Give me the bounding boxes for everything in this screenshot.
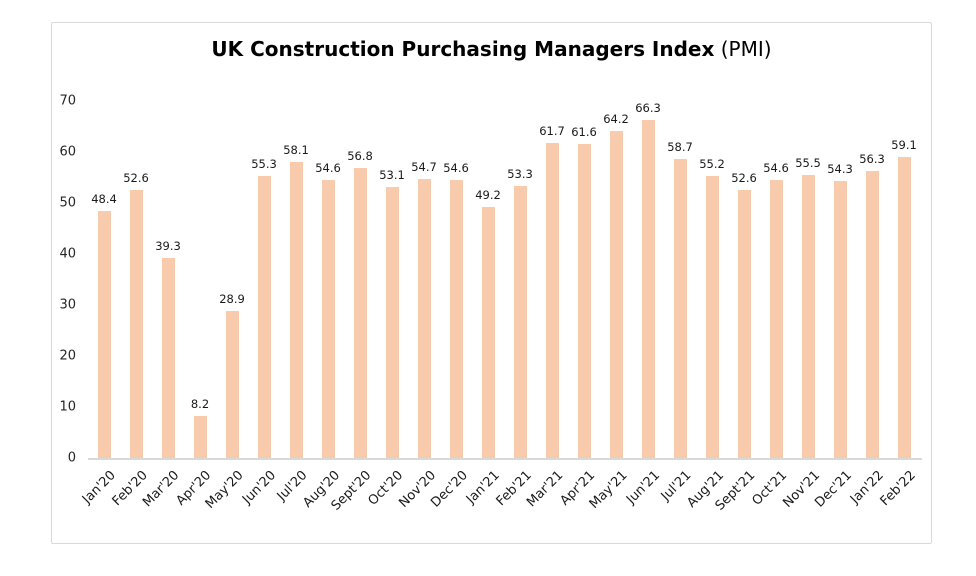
bar-slot: 48.4 Jan'20	[80, 101, 120, 507]
bar-slot: 66.3 Jun'21	[623, 101, 664, 507]
bar	[129, 190, 143, 458]
bar-slot: 53.1 Oct'20	[366, 101, 408, 509]
bar-slot: 58.7 Jul'21	[659, 101, 696, 504]
bar-value-label: 59.1	[891, 138, 917, 152]
y-axis-tick-label: 50	[59, 195, 76, 211]
bar-slot: 59.1 Feb'22	[877, 101, 920, 509]
bar-value-label: 8.2	[190, 397, 210, 411]
bar-series: 48.4 Jan'20 52.6 Feb'20 39.3 Mar'20 8.2 Apr'20 2…	[80, 101, 920, 514]
bar-value-label: 56.8	[347, 149, 373, 163]
y-axis: 0 10 20 30 40 50 60 70	[52, 23, 82, 545]
bar-value-label: 54.6	[763, 161, 789, 175]
bar	[673, 159, 687, 458]
bar-slot: 61.7 Mar'21	[524, 101, 568, 510]
x-axis-tick-label: Feb'22	[877, 468, 919, 510]
bar-slot: 58.1 Jul'20	[275, 101, 312, 504]
bar	[225, 311, 239, 458]
bar	[801, 175, 815, 458]
bar	[257, 176, 271, 458]
bar-value-label: 54.6	[443, 161, 469, 175]
bar-value-label: 52.6	[731, 171, 757, 185]
bar	[417, 179, 431, 458]
bar-value-label: 49.2	[475, 188, 501, 202]
bar-slot: 56.3 Jan'22	[848, 101, 888, 507]
y-axis-tick-label: 40	[59, 246, 76, 262]
bar-slot: 49.2 Jan'21	[464, 101, 504, 507]
bar-value-label: 61.6	[571, 125, 597, 139]
bar-slot: 54.7 Nov'20	[396, 101, 440, 511]
bar-slot: 54.6 Oct'21	[750, 101, 792, 509]
bar	[481, 207, 495, 458]
chart-title: UK Construction Purchasing Managers Inde…	[52, 37, 931, 61]
bar	[161, 258, 175, 458]
bar	[513, 186, 527, 458]
bar	[833, 181, 847, 458]
x-axis-tick-label: Jun'21	[623, 468, 663, 508]
bar	[193, 416, 207, 458]
bar-slot: 53.3 Feb'21	[493, 101, 536, 509]
bar-value-label: 53.1	[379, 168, 405, 182]
bar-value-label: 55.5	[795, 156, 821, 170]
bar	[97, 211, 111, 458]
bar	[705, 176, 719, 458]
bar	[577, 144, 591, 458]
bar	[897, 157, 911, 458]
y-axis-tick-label: 60	[59, 144, 76, 160]
bar-slot: 54.3 Dec'21	[812, 101, 856, 511]
bar-value-label: 28.9	[219, 292, 245, 306]
bar-value-label: 64.2	[603, 112, 629, 126]
bar-value-label: 56.3	[859, 152, 885, 166]
bar	[385, 187, 399, 458]
bar	[449, 180, 463, 458]
bar	[865, 171, 879, 458]
bar-value-label: 55.2	[699, 157, 725, 171]
bar-slot: 55.2 Aug'21	[684, 101, 728, 511]
bar	[737, 190, 751, 458]
bar-slot: 54.6 Dec'20	[428, 101, 472, 511]
plot-area: 48.4 Jan'20 52.6 Feb'20 39.3 Mar'20 8.2 Apr'20 2…	[80, 101, 920, 514]
bar-slot: 56.8 Sept'20	[329, 101, 376, 514]
chart-title-main: UK Construction Purchasing Managers Inde…	[211, 37, 715, 61]
y-axis-tick-label: 0	[67, 450, 76, 466]
bar-value-label: 58.1	[283, 143, 309, 157]
bar-slot: 39.3 Mar'20	[140, 101, 184, 510]
bar-value-label: 53.3	[507, 167, 533, 181]
bar-value-label: 54.3	[827, 162, 853, 176]
bar	[289, 162, 303, 458]
bar-value-label: 48.4	[91, 192, 117, 206]
bar-slot: 28.9 May'20	[203, 101, 248, 512]
bar	[769, 180, 783, 458]
bar-value-label: 54.6	[315, 161, 341, 175]
bar-value-label: 55.3	[251, 157, 277, 171]
chart-title-suffix: (PMI)	[714, 37, 772, 61]
bar-value-label: 61.7	[539, 124, 565, 138]
bar-slot: 52.6 Feb'20	[109, 101, 152, 509]
bar-value-label: 66.3	[635, 101, 661, 115]
y-axis-tick-label: 20	[59, 348, 76, 364]
bar-slot: 54.6 Aug'20	[300, 101, 344, 511]
y-axis-tick-label: 30	[59, 297, 76, 313]
y-axis-tick-label: 70	[59, 93, 76, 109]
bar	[641, 120, 655, 458]
bar-slot: 61.6 Apr'21	[558, 101, 600, 509]
bar-slot: 55.3 Jun'20	[239, 101, 280, 507]
bar-value-label: 58.7	[667, 140, 693, 154]
bar-value-label: 52.6	[123, 171, 149, 185]
bar-slot: 55.5 Nov'21	[780, 101, 824, 511]
y-axis-tick-label: 10	[59, 399, 76, 415]
bar-slot: 52.6 Sept'21	[713, 101, 760, 514]
x-axis-line	[88, 458, 922, 460]
bar-slot: 8.2 Apr'20	[174, 101, 216, 509]
bar	[609, 131, 623, 458]
bar	[545, 143, 559, 458]
bar-value-label: 54.7	[411, 160, 437, 174]
chart-panel: UK Construction Purchasing Managers Inde…	[51, 22, 932, 544]
bar	[353, 168, 367, 458]
bar-slot: 64.2 May'21	[587, 101, 632, 512]
x-axis-tick-label: Jun'20	[239, 468, 279, 508]
bar	[321, 180, 335, 458]
bar-value-label: 39.3	[155, 239, 181, 253]
